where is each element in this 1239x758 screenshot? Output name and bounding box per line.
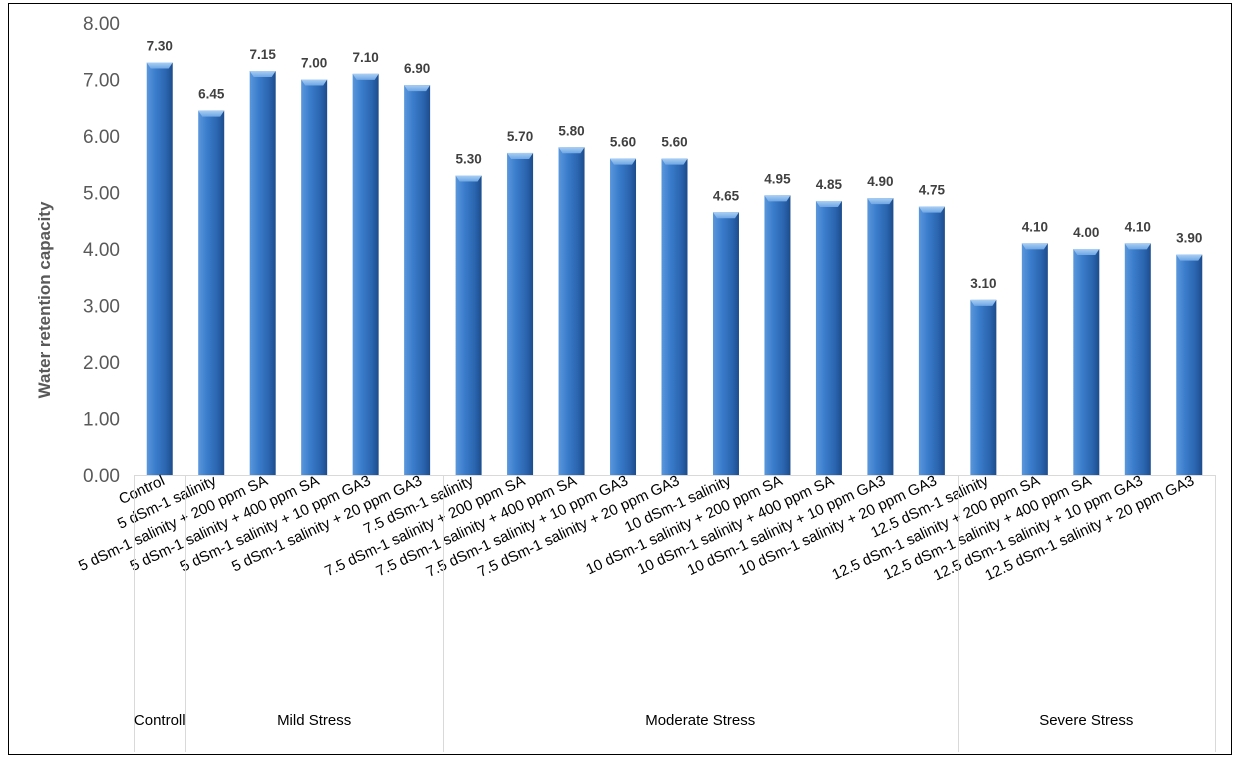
bar-value-label: 3.10 [970,276,996,291]
bar-value-label: 4.75 [919,183,946,198]
y-tick-label: 6.00 [83,127,120,148]
bar [249,71,276,476]
bar-value-label: 5.60 [661,135,687,150]
bar [610,158,637,475]
y-axis-title: Water retention capacity [35,201,54,398]
bar-value-label: 4.10 [1125,219,1151,234]
y-tick-label: 3.00 [83,297,120,318]
bar-value-label: 7.00 [301,56,327,71]
group-label: Controll [134,712,186,729]
y-tick-label: 2.00 [83,353,120,374]
y-tick-label: 4.00 [83,240,120,261]
bar-value-label: 7.15 [250,47,277,62]
bar-value-label: 7.10 [353,50,379,65]
bar [352,73,379,475]
bar-value-label: 4.95 [764,171,791,186]
bar-value-label: 4.90 [867,174,893,189]
bars [146,62,1203,476]
y-tick-label: 1.00 [83,410,120,431]
group-label: Moderate Stress [645,712,755,729]
bar [1073,249,1100,475]
value-labels: 7.30 6.45 7.15 7.00 7.10 6.90 5.30 5.70 5.80 5.60… [147,39,1203,291]
bar [815,200,842,475]
bar-value-label: 4.85 [816,177,843,192]
chart-frame [8,3,1232,755]
y-tick-label: 8.00 [83,14,120,35]
bar [764,195,791,475]
bar-value-label: 6.45 [198,87,225,102]
bar-value-label: 4.65 [713,188,740,203]
bar [146,62,173,476]
y-tick-label: 5.00 [83,184,120,205]
bar-value-label: 5.80 [558,123,584,138]
bar [301,79,328,475]
bar [558,147,585,476]
bar-value-label: 7.30 [147,39,173,54]
group-label: Severe Stress [1039,712,1133,729]
bar [712,212,739,475]
bar [970,299,997,475]
bar-value-label: 4.00 [1073,225,1099,240]
bar-value-label: 4.10 [1022,219,1048,234]
bar [1124,243,1151,475]
y-axis: 0.00 1.00 2.00 3.00 4.00 5.00 6.00 7.00 8.00 [83,14,120,487]
bar [661,158,688,475]
bar-value-label: 5.30 [455,152,481,167]
bar-value-label: 5.70 [507,129,533,144]
group-label: Mild Stress [277,712,351,729]
bar-value-label: 3.90 [1176,231,1202,246]
bar [507,152,534,475]
bar [867,198,894,475]
bar [198,110,225,475]
bar [1176,254,1203,475]
group-axis: Controll Mild Stress Moderate Stress Severe… [134,475,1216,752]
bar [404,85,431,476]
bar [1021,243,1048,475]
bar [918,206,945,475]
y-tick-label: 0.00 [83,466,120,487]
bar [455,175,482,476]
bar-value-label: 6.90 [404,61,430,76]
y-tick-label: 7.00 [83,71,120,92]
bar-value-label: 5.60 [610,135,636,150]
